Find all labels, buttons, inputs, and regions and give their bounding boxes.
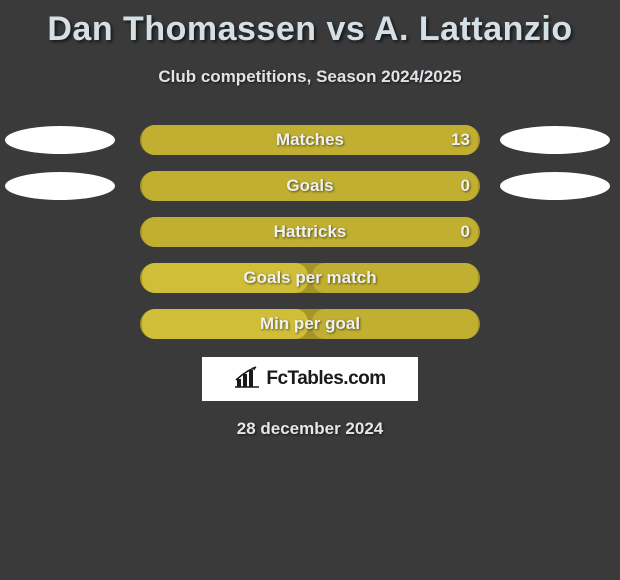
- stat-row: Min per goal: [0, 309, 620, 339]
- bar-fill-left: [142, 309, 308, 339]
- bar-track: [140, 217, 480, 247]
- stat-row: Goals0: [0, 171, 620, 201]
- player-ellipse-left: [5, 172, 115, 200]
- stat-row: Matches13: [0, 125, 620, 155]
- bar-fill-right: [142, 217, 478, 247]
- subtitle: Club competitions, Season 2024/2025: [0, 67, 620, 87]
- bar-track: [140, 263, 480, 293]
- bar-fill-right: [312, 309, 478, 339]
- player-ellipse-right: [500, 172, 610, 200]
- bar-track: [140, 171, 480, 201]
- player-ellipse-right: [500, 126, 610, 154]
- bar-chart-icon: [234, 366, 260, 393]
- stat-row: Goals per match: [0, 263, 620, 293]
- logo-text: FcTables.com: [266, 368, 385, 390]
- bar-fill-right: [142, 171, 478, 201]
- comparison-rows: Matches13 Goals0 Hattricks0 Goals per match…: [0, 125, 620, 339]
- bar-fill-right: [142, 125, 478, 155]
- bar-fill-left: [142, 263, 308, 293]
- bar-fill-right: [312, 263, 478, 293]
- bar-track: [140, 125, 480, 155]
- date-text: 28 december 2024: [0, 419, 620, 439]
- player-ellipse-left: [5, 126, 115, 154]
- page-title: Dan Thomassen vs A. Lattanzio: [0, 0, 620, 49]
- logo-box: FcTables.com: [202, 357, 418, 401]
- bar-track: [140, 309, 480, 339]
- stat-row: Hattricks0: [0, 217, 620, 247]
